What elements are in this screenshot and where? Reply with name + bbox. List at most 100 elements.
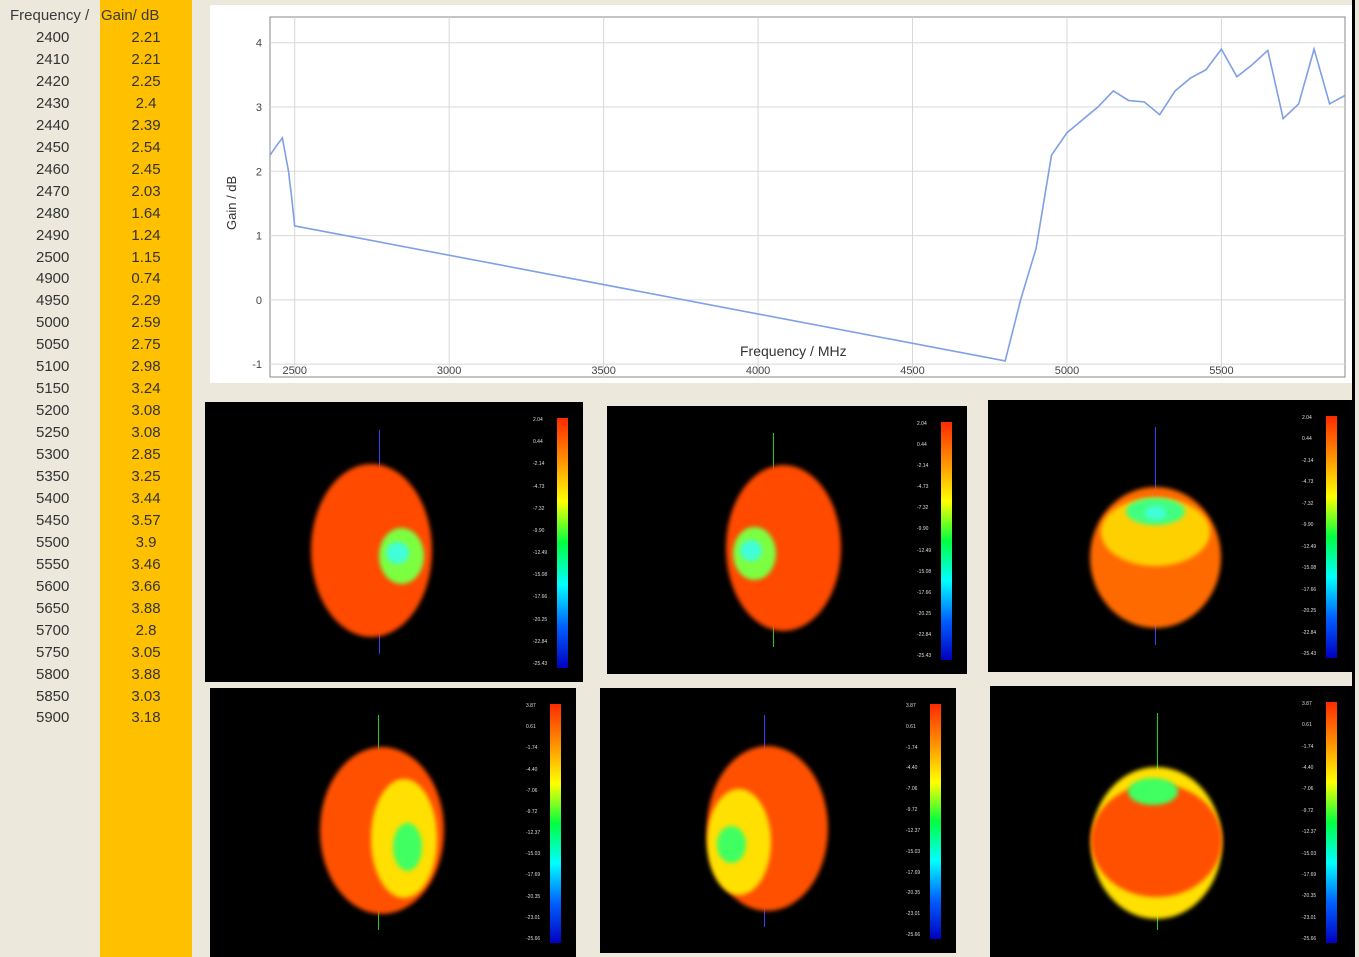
color-scale-label: 0.44 [533, 439, 543, 446]
gain-cell: 2.59 [131, 314, 161, 332]
color-scale-label: -7.06 [906, 786, 918, 793]
color-scale-label: 0.61 [1302, 722, 1312, 729]
table-row: 5300 2.85 [0, 446, 196, 468]
frequency-cell: 2440 [36, 116, 70, 134]
color-scale-label: -25.43 [917, 653, 932, 659]
frequency-cell: 5800 [36, 665, 70, 683]
y-tick-label: 1 [256, 231, 262, 243]
y-tick-label: -1 [252, 359, 262, 371]
table-row: 5450 3.57 [0, 512, 196, 534]
y-tick-label: 3 [256, 102, 262, 114]
color-scale-label: -15.03 [906, 848, 921, 855]
color-scale-label: -9.72 [526, 808, 538, 815]
color-scale-label: -9.72 [906, 807, 918, 814]
gain-cell: 3.25 [131, 468, 161, 485]
color-scale-label: -15.08 [533, 572, 548, 579]
color-scale-bar [941, 422, 952, 660]
frequency-cell: 2480 [36, 204, 70, 222]
frequency-cell: 5400 [36, 489, 70, 507]
color-scale-label: -15.03 [1302, 850, 1317, 857]
x-tick-label: 3000 [437, 365, 461, 377]
gain-cell: 2.03 [131, 182, 161, 200]
table-row: 5650 3.88 [0, 600, 196, 622]
radiation-pattern-panel: 3.87 0.61 -1.74 -4.40 -7.06 -9.72 -12.37 -15.03… [210, 688, 576, 957]
data-table: Frequency / Gain/ dB 2400 2.21 2410 2.21 242… [0, 0, 196, 957]
color-scale-label: -17.69 [906, 869, 921, 876]
frequency-cell: 2490 [36, 226, 70, 244]
gain-cell: 0.74 [131, 270, 161, 288]
radiation-pattern-panel: 2.04 0.44 -2.14 -4.73 -7.32 -9.90 -12.49 -15.08… [205, 402, 583, 682]
color-scale-label: -15.08 [917, 568, 932, 575]
color-scale-label: -4.40 [906, 765, 918, 772]
color-scale-label: -9.90 [533, 527, 545, 534]
gain-column-highlight [100, 0, 192, 957]
color-scale-label: 2.04 [1302, 415, 1312, 421]
color-scale-label: -4.40 [1302, 765, 1314, 772]
table-row: 5150 3.24 [0, 380, 196, 402]
table-row: 5900 3.18 [0, 709, 196, 731]
color-scale-label: -12.49 [917, 547, 932, 554]
table-row: 2430 2.4 [0, 95, 196, 117]
frequency-cell: 5050 [36, 336, 70, 354]
table-row: 2400 2.21 [0, 29, 196, 51]
frequency-cell: 4900 [36, 270, 70, 288]
color-scale-label: -17.66 [917, 589, 932, 596]
color-scale-label: -22.84 [1302, 629, 1317, 636]
frequency-cell: 5300 [36, 446, 70, 464]
gain-cell: 3.9 [135, 533, 157, 551]
pattern-lobe [1144, 506, 1167, 520]
frequency-cell: 5600 [36, 577, 70, 595]
gain-cell: 3.66 [131, 577, 161, 595]
gain-cell: 1.15 [131, 248, 161, 266]
gain-cell: 3.57 [131, 511, 161, 529]
color-scale-label: 0.44 [917, 442, 927, 449]
color-scale-label: -20.35 [906, 890, 921, 897]
table-row: 2470 2.03 [0, 183, 196, 205]
table-row: 5500 3.9 [0, 534, 196, 556]
color-scale-label: 0.61 [906, 723, 916, 730]
color-scale-label: -15.08 [1302, 565, 1317, 572]
table-row: 4950 2.29 [0, 292, 196, 314]
color-scale-label: -25.43 [533, 661, 548, 667]
radiation-pattern-panel: 3.87 0.61 -1.74 -4.40 -7.06 -9.72 -12.37 -15.03… [600, 688, 956, 953]
gain-cell: 2.45 [131, 160, 161, 178]
radiation-pattern-panel: 2.04 0.44 -2.14 -4.73 -7.32 -9.90 -12.49 -15.08… [988, 400, 1352, 672]
color-scale-label: -7.32 [917, 505, 929, 512]
color-scale-label: -15.03 [526, 851, 541, 858]
frequency-cell: 2450 [36, 138, 70, 156]
pattern-lobe [386, 542, 410, 565]
gain-cell: 3.08 [131, 424, 161, 442]
radiation-pattern-panel: 2.04 0.44 -2.14 -4.73 -7.32 -9.90 -12.49 -15.08… [607, 406, 967, 674]
frequency-cell: 5150 [36, 380, 70, 398]
frequency-cell: 5750 [36, 643, 70, 661]
table-row: 5350 3.25 [0, 468, 196, 490]
color-scale-label: -2.14 [1302, 457, 1314, 464]
table-row: 5000 2.59 [0, 314, 196, 336]
pattern-lobe [740, 540, 762, 562]
color-scale-label: -20.25 [917, 610, 932, 617]
table-row: 5250 3.08 [0, 424, 196, 446]
gain-cell: 3.46 [131, 555, 161, 573]
color-scale-label: -4.40 [526, 766, 538, 773]
color-scale-label: -1.74 [526, 745, 538, 752]
table-row: 5400 3.44 [0, 490, 196, 512]
frequency-cell: 2400 [36, 29, 70, 46]
frequency-cell: 2420 [36, 72, 70, 90]
gain-cell: 3.08 [131, 402, 161, 420]
x-tick-label: 4000 [746, 365, 770, 377]
color-scale-label: -1.74 [906, 744, 918, 751]
table-row: 2420 2.25 [0, 73, 196, 95]
color-scale-label: -1.74 [1302, 743, 1314, 750]
color-scale-label: -7.06 [526, 787, 538, 794]
table-row: 5600 3.66 [0, 578, 196, 600]
frequency-cell: 5550 [36, 555, 70, 573]
frequency-cell: 2470 [36, 182, 70, 200]
color-scale-label: -9.90 [1302, 522, 1314, 529]
frequency-cell: 5700 [36, 621, 70, 639]
color-scale-label: -9.90 [917, 526, 929, 533]
gain-cell: 3.88 [131, 665, 161, 683]
pattern-lobe [393, 822, 423, 871]
radiation-pattern-panel: 3.87 0.61 -1.74 -4.40 -7.06 -9.72 -12.37 -15.03… [990, 686, 1352, 957]
gain-series-line [269, 46, 1346, 362]
y-tick-label: 4 [256, 38, 262, 50]
